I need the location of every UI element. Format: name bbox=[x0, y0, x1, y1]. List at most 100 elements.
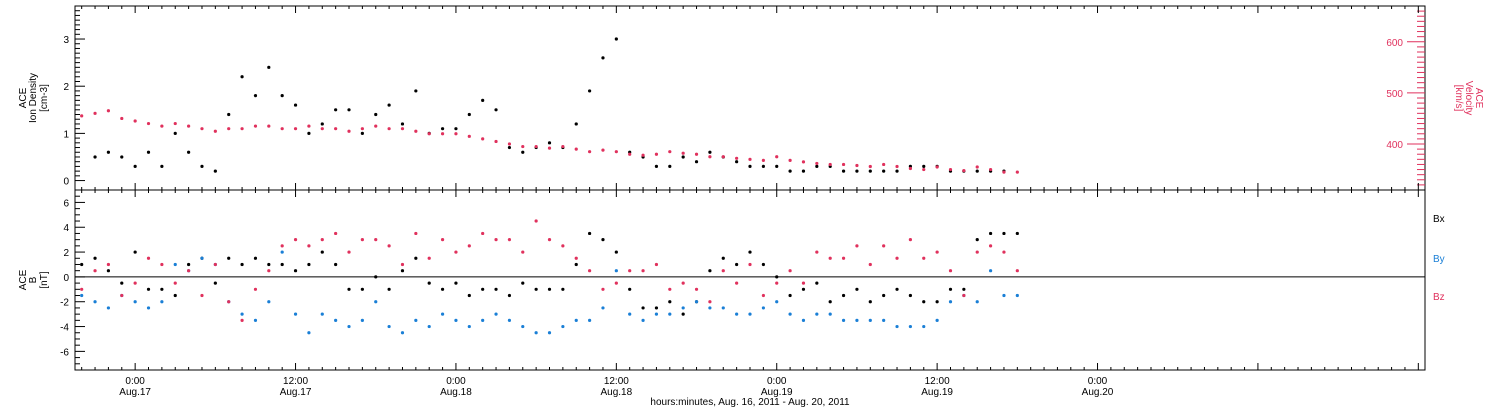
data-point-velocity bbox=[293, 127, 298, 131]
top-right-tick-label: 600 bbox=[1386, 38, 1403, 49]
x-tick-date: Aug.18 bbox=[440, 387, 472, 398]
data-point-velocity bbox=[975, 165, 979, 169]
data-point-bx bbox=[320, 250, 324, 254]
data-point-bz bbox=[307, 244, 311, 248]
data-point-bz bbox=[427, 256, 431, 260]
data-point-ion-density bbox=[574, 122, 578, 126]
data-point-velocity bbox=[855, 163, 859, 168]
data-point-bx bbox=[962, 287, 966, 291]
data-point-bz bbox=[534, 219, 538, 223]
data-point-by bbox=[935, 318, 939, 322]
data-point-by bbox=[547, 331, 552, 335]
data-point-velocity bbox=[374, 124, 378, 128]
data-point-ion-density bbox=[360, 131, 364, 135]
x-tick-date: Aug.17 bbox=[119, 387, 151, 398]
data-point-by bbox=[253, 318, 258, 322]
data-point-ion-density bbox=[708, 150, 712, 154]
data-point-by bbox=[521, 324, 525, 329]
data-point-bx bbox=[948, 287, 953, 291]
data-point-by bbox=[815, 312, 819, 316]
data-point-by bbox=[440, 312, 445, 316]
data-point-bx bbox=[601, 238, 605, 242]
data-point-bz bbox=[494, 238, 498, 242]
data-point-bx bbox=[160, 287, 164, 291]
bottom-tick-label: 0 bbox=[63, 273, 69, 284]
data-point-velocity bbox=[427, 132, 431, 136]
data-point-bx bbox=[668, 300, 672, 304]
data-point-bx bbox=[93, 256, 97, 260]
data-point-velocity bbox=[868, 164, 872, 169]
data-point-bx bbox=[547, 287, 552, 291]
data-point-by bbox=[106, 306, 111, 310]
x-tick-date: Aug.19 bbox=[761, 387, 793, 398]
data-point-bz bbox=[855, 244, 859, 248]
data-point-bz bbox=[561, 244, 565, 248]
data-point-velocity bbox=[120, 116, 124, 121]
data-point-by bbox=[588, 318, 592, 322]
top-ylabel-right-line1: ACE bbox=[1473, 88, 1484, 109]
data-point-bz bbox=[227, 300, 231, 304]
data-point-bz bbox=[775, 281, 779, 285]
data-point-bx bbox=[922, 300, 926, 304]
x-tick-time: 0:00 bbox=[446, 376, 466, 387]
data-point-by bbox=[267, 300, 271, 304]
data-point-by bbox=[775, 300, 779, 304]
data-point-velocity bbox=[454, 132, 458, 136]
data-point-ion-density bbox=[414, 89, 418, 93]
data-point-ion-density bbox=[240, 75, 244, 79]
data-point-by bbox=[467, 324, 471, 329]
data-point-bx bbox=[400, 269, 405, 273]
data-point-velocity bbox=[200, 127, 204, 131]
data-point-velocity bbox=[133, 119, 137, 123]
data-point-bz bbox=[641, 269, 645, 273]
data-point-bz bbox=[975, 250, 979, 254]
data-point-bx bbox=[1002, 231, 1006, 236]
data-point-by bbox=[694, 300, 699, 304]
data-point-by bbox=[374, 300, 378, 304]
data-point-bz bbox=[988, 244, 993, 248]
data-point-bx bbox=[855, 287, 859, 291]
top-left-tick-label: 2 bbox=[63, 82, 69, 93]
data-point-velocity bbox=[694, 152, 699, 156]
data-point-ion-density bbox=[307, 131, 311, 135]
top-ylabel-right-line3: [km/s] bbox=[1453, 85, 1464, 112]
data-point-ion-density bbox=[748, 164, 752, 169]
top-ylabel-left-line3: [cm-3] bbox=[39, 84, 50, 112]
data-point-velocity bbox=[534, 144, 538, 149]
data-point-bx bbox=[133, 250, 137, 254]
data-point-velocity bbox=[815, 161, 819, 166]
data-point-bx bbox=[735, 262, 739, 267]
data-point-ion-density bbox=[681, 155, 685, 159]
data-point-ion-density bbox=[454, 127, 458, 131]
data-point-ion-density bbox=[227, 112, 231, 117]
data-point-bx bbox=[895, 287, 899, 291]
data-point-by bbox=[748, 312, 752, 316]
bottom-tick-label: -6 bbox=[60, 347, 69, 358]
data-point-bz bbox=[948, 269, 953, 273]
data-point-bx bbox=[293, 269, 298, 273]
data-point-bz bbox=[374, 238, 378, 242]
data-point-bx bbox=[654, 306, 659, 310]
data-point-by bbox=[80, 293, 84, 298]
data-point-by bbox=[93, 300, 97, 304]
bottom-ylabel-line1: ACE bbox=[18, 269, 29, 290]
data-point-ion-density bbox=[775, 164, 779, 169]
data-point-by bbox=[895, 324, 899, 329]
x-tick-time: 12:00 bbox=[283, 376, 308, 387]
data-point-velocity bbox=[547, 146, 552, 150]
data-point-bz bbox=[922, 256, 926, 260]
data-point-bx bbox=[841, 293, 846, 298]
data-point-by bbox=[534, 331, 538, 335]
data-point-velocity bbox=[173, 121, 177, 126]
data-point-velocity bbox=[80, 114, 84, 118]
data-point-ion-density bbox=[213, 169, 217, 173]
data-point-bz bbox=[815, 250, 819, 254]
data-point-velocity bbox=[387, 127, 391, 131]
data-point-bz bbox=[213, 262, 217, 267]
data-point-bx bbox=[481, 287, 485, 291]
data-point-bz bbox=[1015, 269, 1019, 273]
data-point-ion-density bbox=[400, 122, 405, 126]
data-point-by bbox=[868, 318, 872, 322]
data-point-ion-density bbox=[922, 164, 926, 169]
